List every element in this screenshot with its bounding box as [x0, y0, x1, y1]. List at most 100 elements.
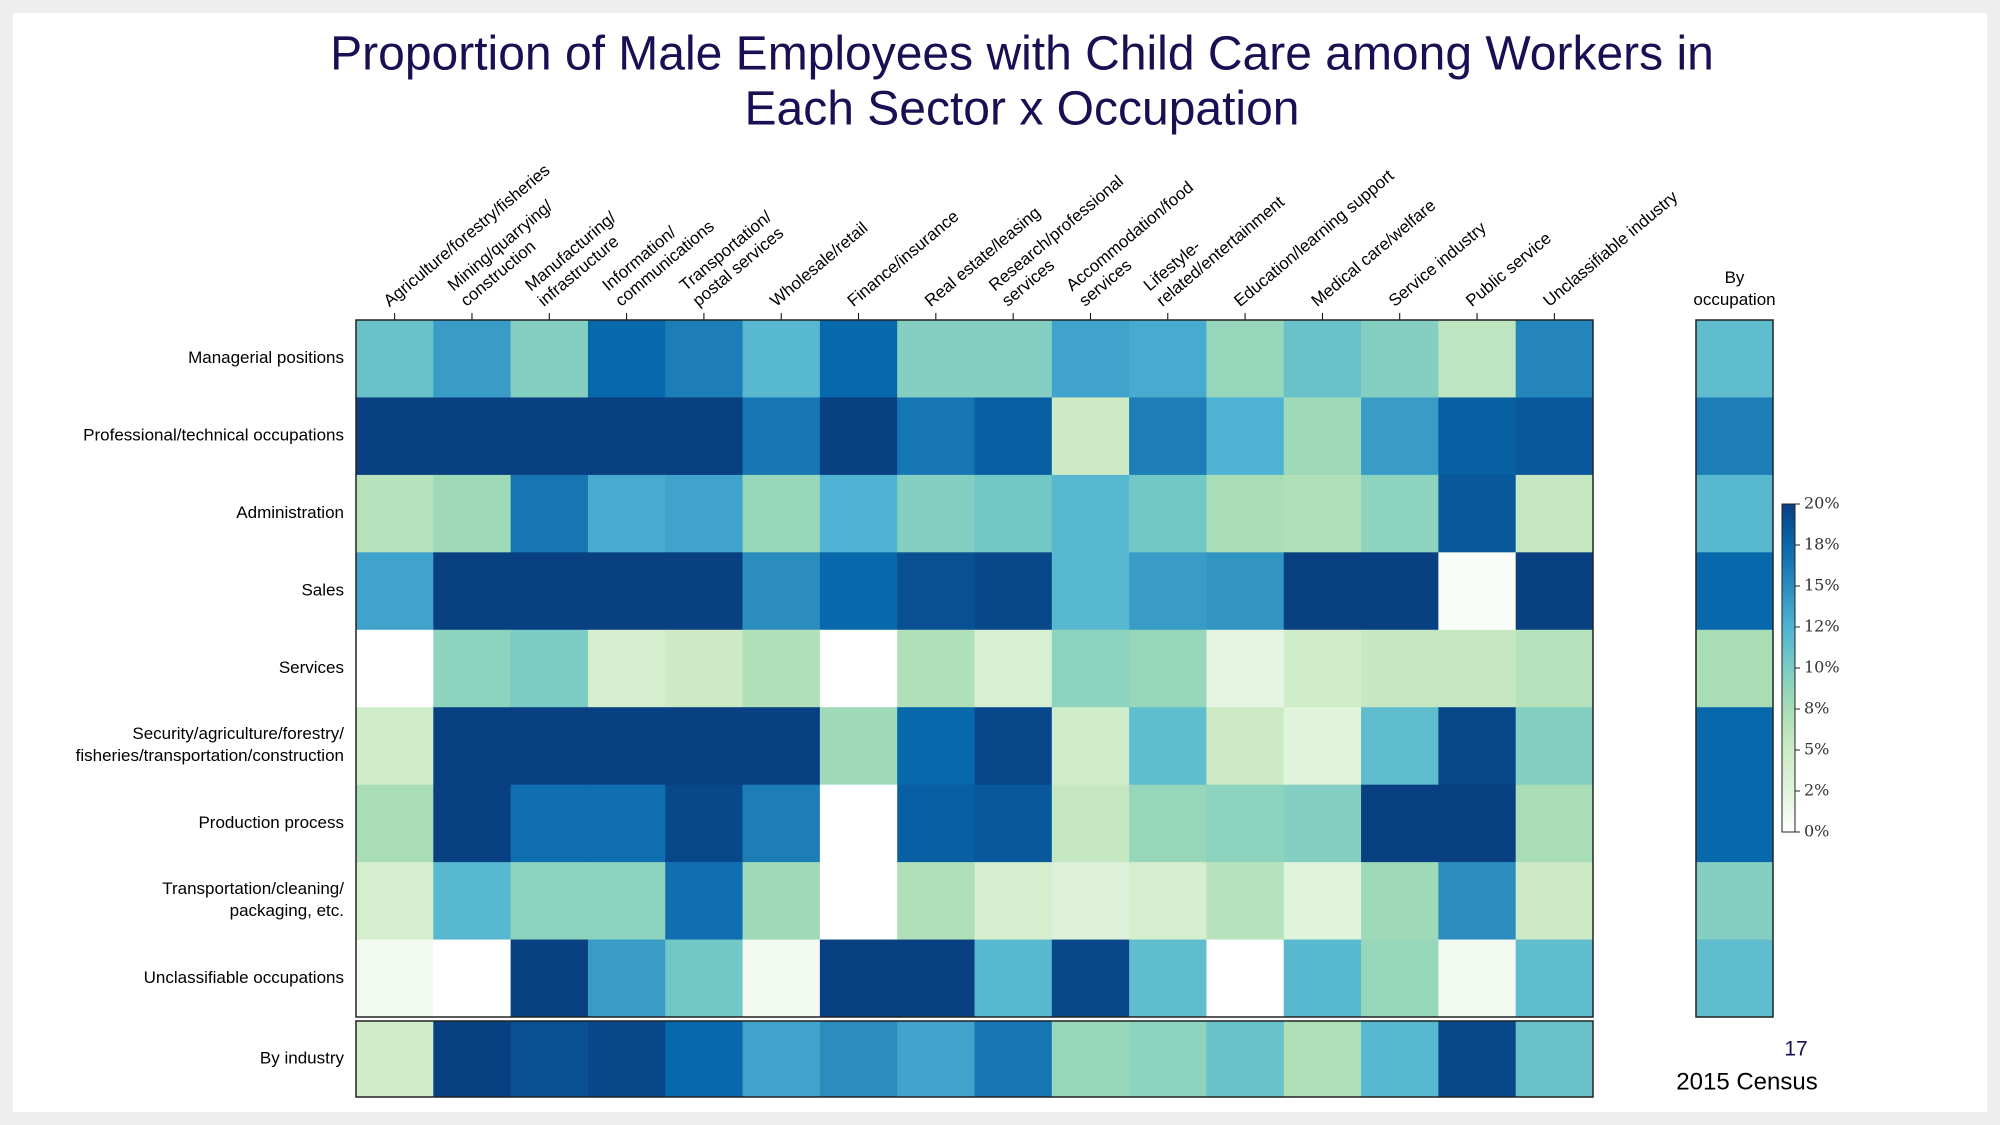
- colorbar-tick-label: 12%: [1804, 617, 1840, 636]
- cell: [510, 939, 589, 1018]
- cell: [665, 397, 744, 476]
- summary-column-cell: [1696, 939, 1773, 1018]
- cell: [510, 862, 589, 941]
- cell: [1283, 707, 1362, 786]
- cell: [665, 939, 744, 1018]
- summary-row-cell: [665, 1021, 744, 1097]
- cell: [356, 707, 434, 786]
- cell: [1206, 862, 1285, 941]
- summary-row-cell: [356, 1021, 434, 1097]
- cell: [356, 320, 434, 398]
- cell: [510, 474, 589, 553]
- summary-column-cell: [1696, 320, 1773, 398]
- cell: [433, 629, 512, 708]
- cell: [356, 397, 434, 476]
- cell: [587, 939, 666, 1018]
- cell: [1051, 320, 1130, 398]
- cell: [1438, 707, 1517, 786]
- cell: [510, 320, 589, 398]
- cell: [974, 320, 1053, 398]
- cell: [356, 474, 434, 553]
- cell: [1283, 939, 1362, 1018]
- cell: [974, 707, 1053, 786]
- cell: [1361, 784, 1439, 863]
- cell: [897, 707, 975, 786]
- cell: [1361, 862, 1439, 941]
- summary-row-cell: [1206, 1021, 1285, 1097]
- y-tick-label: Transportation/cleaning/packaging, etc.: [162, 879, 344, 920]
- cell: [1515, 707, 1594, 786]
- cell: [1051, 862, 1130, 941]
- summary-row-label: By industry: [260, 1048, 345, 1067]
- colorbar-tick-label: 0%: [1804, 822, 1829, 841]
- cell: [1361, 629, 1439, 708]
- cell: [1051, 784, 1130, 863]
- cell: [742, 629, 821, 708]
- cell: [897, 784, 975, 863]
- cell: [1283, 629, 1362, 708]
- summary-row-cell: [510, 1021, 589, 1097]
- y-tick-label: Security/agriculture/forestry/fisheries/…: [76, 724, 345, 765]
- cell: [974, 862, 1053, 941]
- colorbar-tick-label: 15%: [1804, 576, 1840, 595]
- cell: [1206, 939, 1285, 1018]
- cell: [587, 474, 666, 553]
- cell: [665, 784, 744, 863]
- cell: [1129, 862, 1207, 941]
- summary-row-cell: [897, 1021, 975, 1097]
- cell: [665, 707, 744, 786]
- cell: [1361, 474, 1439, 553]
- cell: [742, 707, 821, 786]
- chart-title: Proportion of Male Employees with Child …: [330, 27, 1714, 135]
- cell: [356, 784, 434, 863]
- summary-row-frame: [355, 1020, 1594, 1098]
- summary-row-cell: [1438, 1021, 1517, 1097]
- cell: [433, 397, 512, 476]
- cell: [1438, 397, 1517, 476]
- cell: [1361, 552, 1439, 631]
- cell: [974, 784, 1053, 863]
- summary-column-label: By occupation: [1693, 268, 1775, 309]
- cell: [433, 552, 512, 631]
- cell: [1283, 474, 1362, 553]
- cell: [1515, 862, 1594, 941]
- cell: [356, 552, 434, 631]
- summary-row-cell: [1129, 1021, 1207, 1097]
- cell: [433, 784, 512, 863]
- summary-row-cell: [742, 1021, 821, 1097]
- cell: [510, 397, 589, 476]
- cell: [1051, 552, 1130, 631]
- cell: [819, 552, 898, 631]
- cell: [742, 784, 821, 863]
- cell: [1129, 784, 1207, 863]
- cell: [1438, 939, 1517, 1018]
- cell: [974, 939, 1053, 1018]
- cell: [1515, 320, 1594, 398]
- cell: [742, 474, 821, 553]
- colorbar-tick-label: 5%: [1804, 740, 1829, 759]
- cell: [433, 707, 512, 786]
- cell: [974, 552, 1053, 631]
- colorbar-tick-label: 10%: [1804, 658, 1840, 677]
- cell: [665, 862, 744, 941]
- cell: [819, 707, 898, 786]
- cell: [819, 474, 898, 553]
- cell: [587, 862, 666, 941]
- summary-column-cell: [1696, 397, 1773, 476]
- cell: [665, 320, 744, 398]
- y-tick-label: Managerial positions: [188, 348, 344, 367]
- summary-column-cell: [1696, 474, 1773, 553]
- cell: [1129, 939, 1207, 1018]
- colorbar-tick-label: 2%: [1804, 781, 1829, 800]
- cell: [1051, 939, 1130, 1018]
- cell: [1206, 784, 1285, 863]
- summary-column-cell: [1696, 552, 1773, 631]
- cell: [1051, 707, 1130, 786]
- cell: [1206, 629, 1285, 708]
- grid-frame: [355, 319, 1594, 1018]
- cell: [510, 784, 589, 863]
- cell: [1515, 784, 1594, 863]
- cell: [1206, 552, 1285, 631]
- cell: [897, 397, 975, 476]
- cell: [1283, 397, 1362, 476]
